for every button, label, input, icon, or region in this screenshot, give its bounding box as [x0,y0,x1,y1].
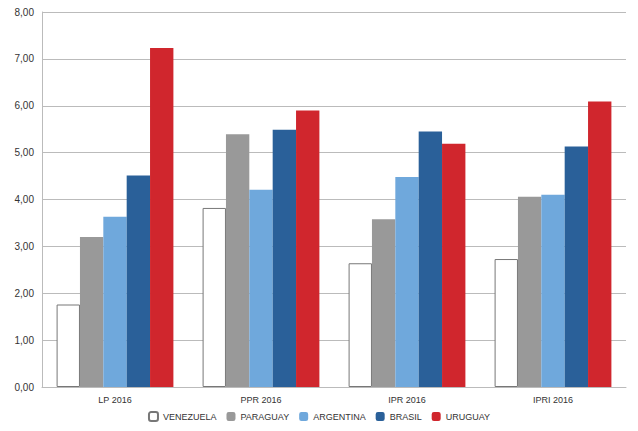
svg-text:1,00: 1,00 [15,335,35,346]
svg-text:VENEZUELA: VENEZUELA [163,412,217,422]
svg-text:IPRI 2016: IPRI 2016 [533,395,573,405]
svg-text:2,00: 2,00 [15,288,35,299]
svg-text:PARAGUAY: PARAGUAY [240,412,289,422]
svg-text:6,00: 6,00 [15,100,35,111]
svg-text:7,00: 7,00 [15,53,35,64]
svg-text:PPR 2016: PPR 2016 [240,395,281,405]
svg-text:ARGENTINA: ARGENTINA [313,412,366,422]
svg-text:8,00: 8,00 [15,7,35,18]
svg-text:URUGUAY: URUGUAY [446,412,490,422]
svg-text:5,00: 5,00 [15,147,35,158]
svg-text:BRASIL: BRASIL [390,412,422,422]
svg-text:4,00: 4,00 [15,194,35,205]
svg-text:LP 2016: LP 2016 [98,395,131,405]
svg-text:0,00: 0,00 [15,382,35,393]
svg-text:IPR 2016: IPR 2016 [388,395,426,405]
svg-text:3,00: 3,00 [15,241,35,252]
